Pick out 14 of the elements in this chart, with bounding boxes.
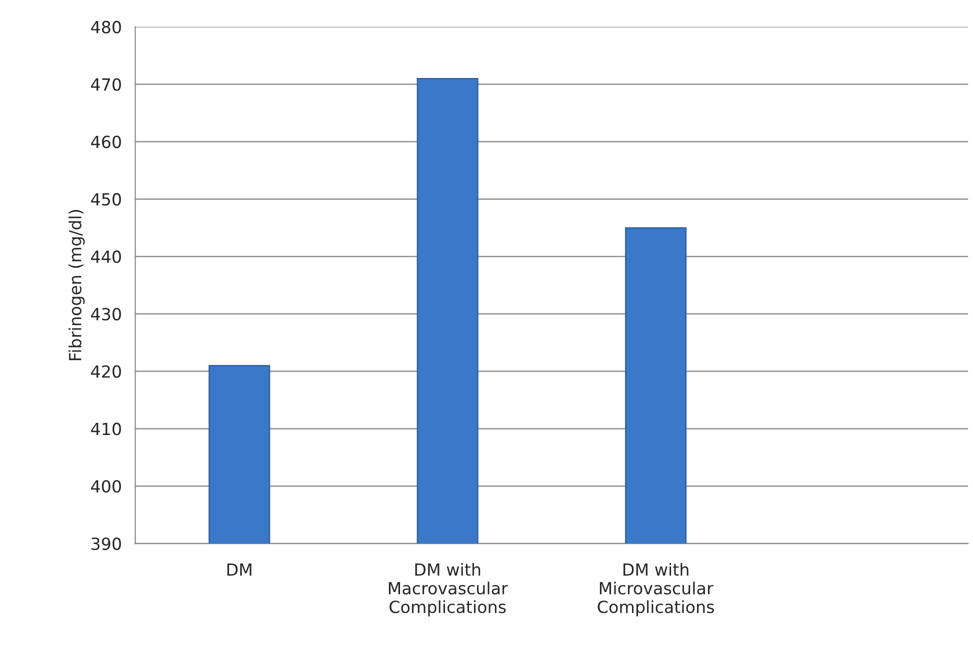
y-tick-label: 440 xyxy=(91,250,121,264)
y-tick-label: 460 xyxy=(91,136,121,148)
y-tick-label: 420 xyxy=(91,365,121,378)
y-tick-label: 430 xyxy=(91,308,121,320)
x-tick-label: DM with Macrovascular Complications xyxy=(388,562,508,616)
y-tick-label: 450 xyxy=(91,193,121,206)
y-tick-label: 400 xyxy=(91,480,121,493)
y-tick-label: 410 xyxy=(91,422,121,436)
y-tick-label: 390 xyxy=(92,537,121,550)
y-axis-title: Fibrinogen (mg/dl) xyxy=(68,210,85,360)
x-tick-label: DM xyxy=(227,563,252,576)
x-tick-label: DM with Microvascular Complications xyxy=(598,562,714,616)
y-tick-label: 470 xyxy=(91,78,121,91)
y-tick-label: 480 xyxy=(91,20,121,34)
